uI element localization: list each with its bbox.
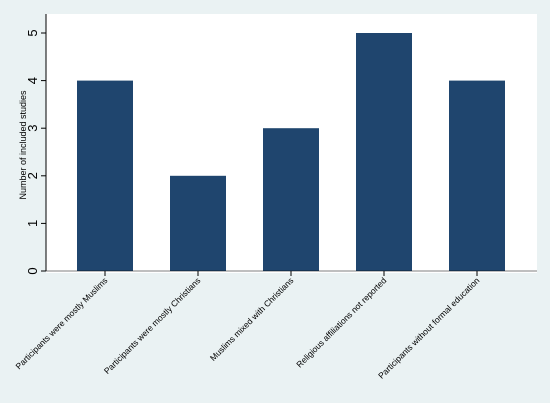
y-tick-label: 2 — [25, 172, 40, 179]
y-tick-label: 3 — [25, 125, 40, 132]
y-tick-label: 5 — [25, 29, 40, 36]
y-tick-label: 4 — [25, 77, 40, 84]
y-tick-label: 0 — [25, 267, 40, 274]
bar — [263, 128, 319, 271]
y-tick-label: 1 — [25, 220, 40, 227]
y-axis-title: Number of included studies — [18, 90, 28, 200]
bar — [170, 175, 226, 271]
bar — [77, 80, 133, 271]
bar — [449, 80, 505, 271]
bar — [356, 33, 412, 271]
y-axis: 0 1 2 3 4 5 — [25, 14, 47, 275]
bars-group — [77, 33, 505, 271]
